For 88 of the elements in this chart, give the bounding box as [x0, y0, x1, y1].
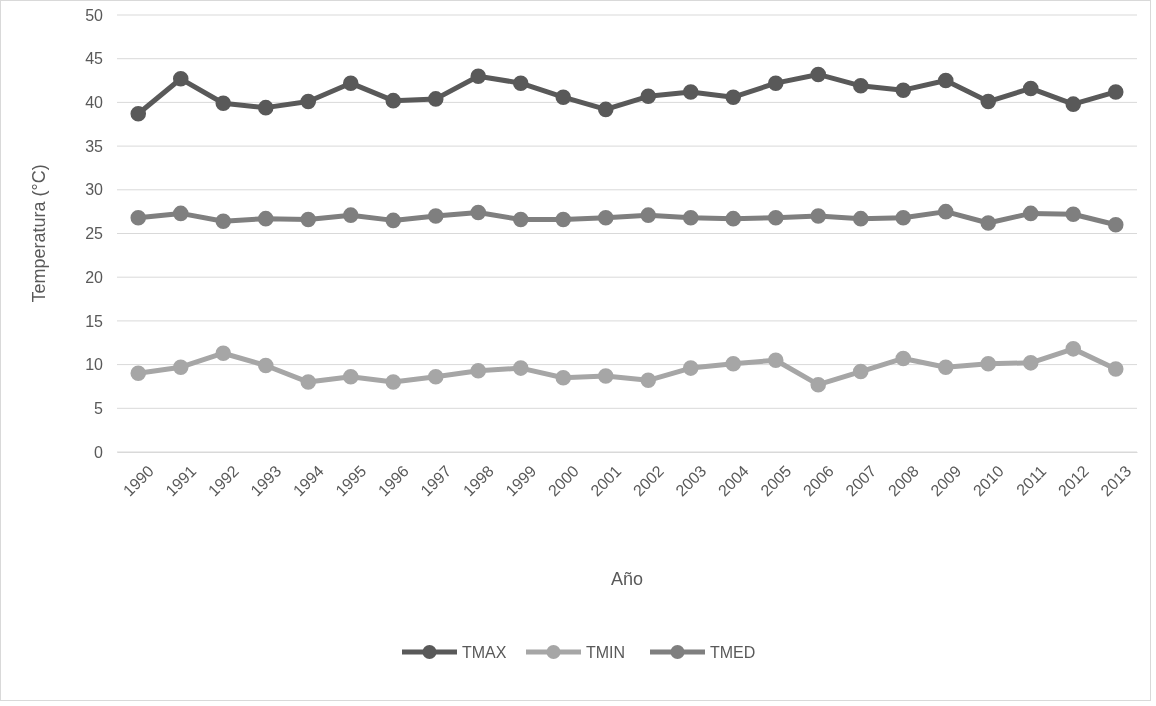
point: [980, 355, 997, 372]
point: [257, 99, 274, 116]
point: [512, 75, 529, 91]
y-tick-label: 0: [94, 443, 104, 461]
point: [1065, 341, 1082, 357]
point: [640, 88, 657, 105]
y-tick-label: 40: [85, 94, 104, 112]
point: [937, 203, 954, 220]
point: [810, 208, 827, 224]
point: [342, 75, 359, 91]
y-tick-label: 45: [85, 50, 104, 68]
y-tick-label: 50: [85, 6, 104, 24]
point: [427, 208, 444, 224]
point: [725, 89, 742, 105]
point: [172, 71, 189, 87]
point: [130, 365, 147, 382]
point: [172, 359, 189, 375]
point: [1107, 217, 1124, 233]
point: [682, 84, 699, 100]
point: [555, 89, 572, 105]
point: [682, 210, 699, 226]
point: [597, 368, 614, 384]
point: [767, 352, 784, 368]
point: [937, 359, 954, 375]
point: [257, 210, 274, 227]
point: [512, 211, 529, 228]
point: [470, 362, 487, 379]
point: [215, 345, 232, 361]
point: [470, 68, 487, 84]
point: [1107, 361, 1124, 377]
y-tick-label: 25: [85, 225, 104, 243]
point: [597, 101, 614, 118]
point: [980, 93, 997, 110]
point: [810, 376, 827, 393]
y-tick-label: 15: [85, 312, 104, 330]
point: [1022, 205, 1039, 222]
point: [1065, 96, 1082, 112]
point: [852, 363, 869, 380]
point: [512, 360, 529, 376]
point: [427, 369, 444, 385]
legend-label: TMED: [710, 644, 756, 661]
point: [1022, 355, 1039, 371]
y-tick-label: 5: [94, 399, 104, 417]
point: [385, 212, 402, 229]
point: [597, 210, 614, 226]
point: [470, 204, 487, 221]
point: [852, 78, 869, 94]
point: [767, 210, 784, 226]
point: [130, 106, 147, 122]
point: [767, 75, 784, 91]
point: [1107, 84, 1124, 100]
point: [895, 210, 912, 226]
y-tick-label: 30: [85, 181, 104, 199]
point: [215, 213, 232, 230]
point: [1065, 206, 1082, 223]
point: [215, 95, 232, 112]
point: [640, 207, 657, 223]
point: [342, 207, 359, 223]
point: [852, 210, 869, 227]
point: [257, 357, 274, 374]
point: [810, 66, 827, 83]
point: [682, 360, 699, 376]
point: [385, 92, 402, 109]
point: [980, 215, 997, 231]
y-tick-label: 20: [85, 268, 104, 286]
point: [130, 210, 147, 226]
y-tick-label: 10: [85, 356, 104, 374]
point: [172, 205, 189, 222]
point: [427, 91, 444, 107]
point: [300, 93, 317, 110]
x-axis-title: Año: [610, 569, 644, 589]
point: [725, 210, 742, 227]
point: [725, 355, 742, 372]
legend-label: TMAX: [462, 644, 507, 661]
point: [342, 369, 359, 385]
point: [640, 372, 657, 389]
point: [300, 211, 317, 228]
point: [895, 82, 912, 98]
point: [385, 374, 402, 390]
y-axis-title: Temperatura (°C): [29, 164, 49, 303]
legend-label: TMIN: [586, 644, 626, 661]
point: [555, 211, 572, 228]
point: [895, 350, 912, 367]
point: [555, 369, 572, 386]
y-tick-label: 35: [85, 137, 104, 155]
point: [1022, 80, 1039, 97]
point: [937, 72, 954, 89]
point: [300, 374, 317, 390]
